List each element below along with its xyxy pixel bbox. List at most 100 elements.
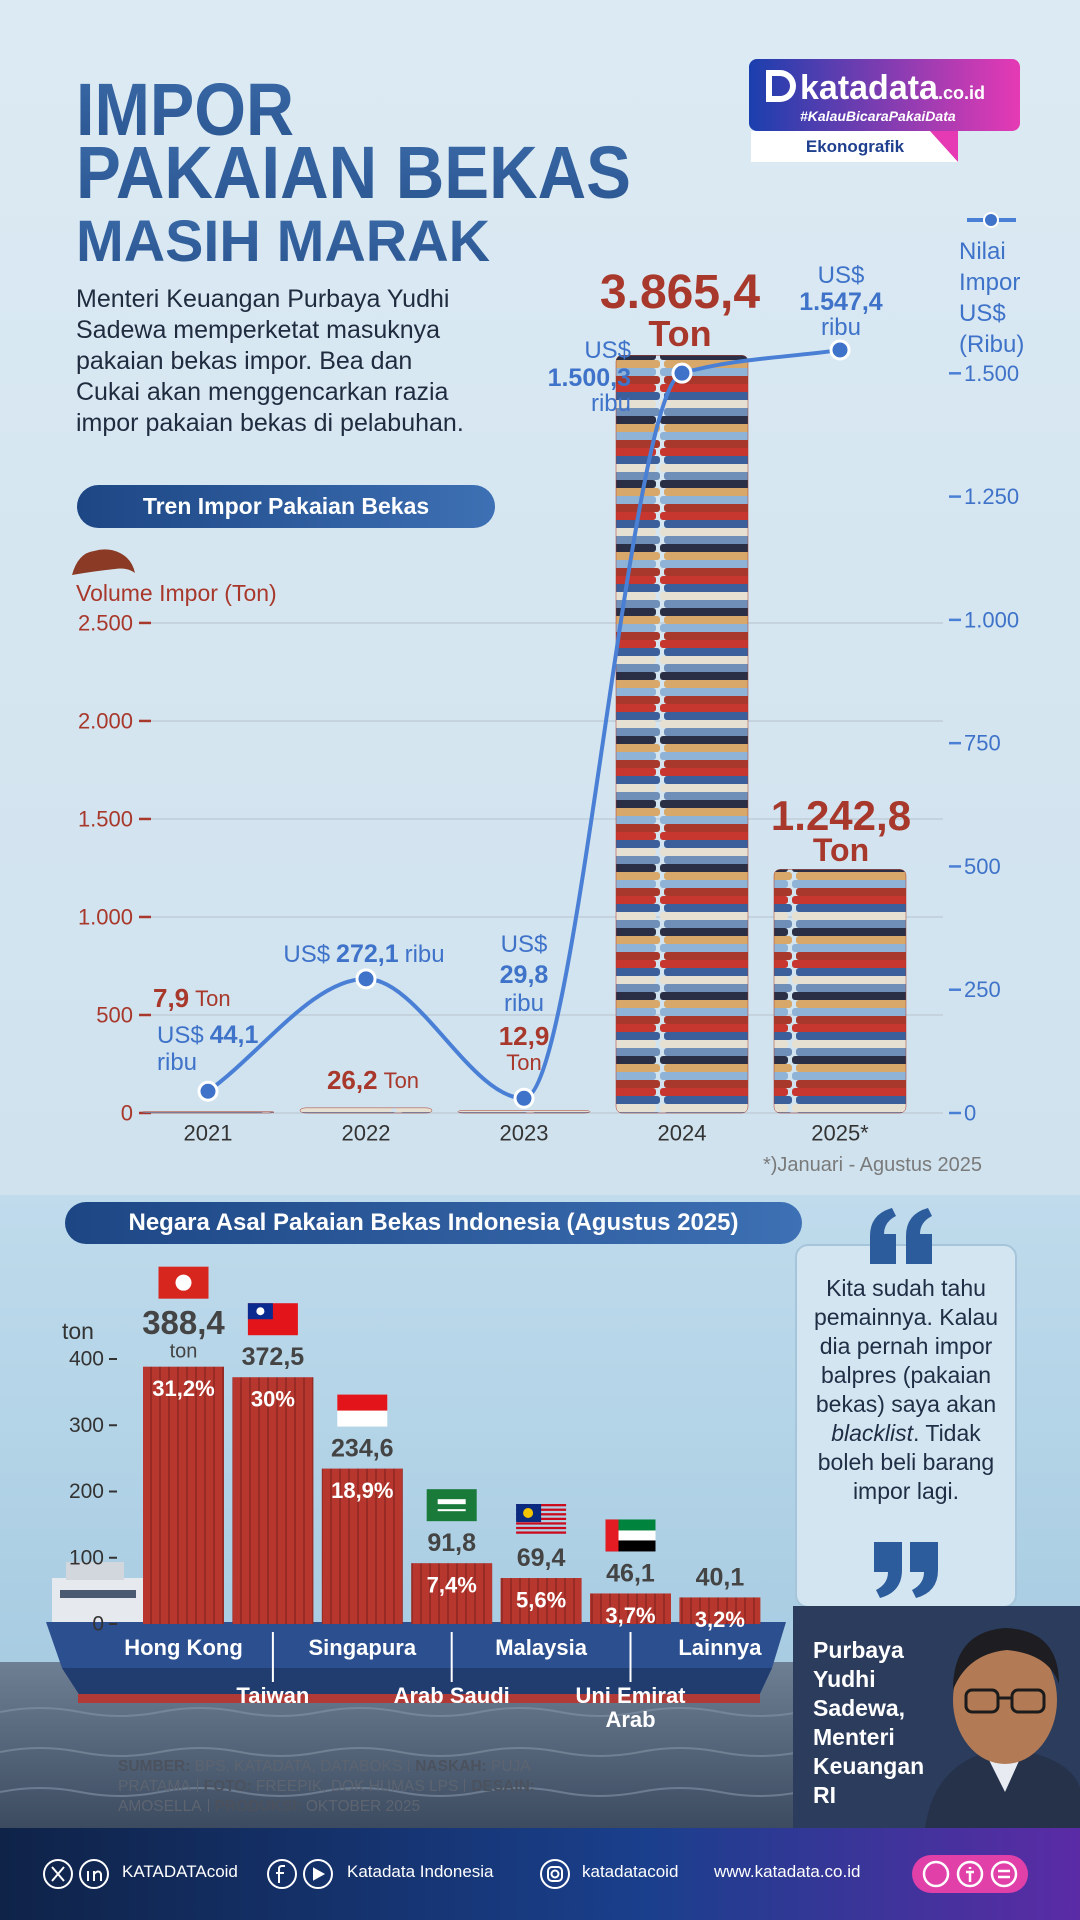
value-label: 234,6 bbox=[331, 1435, 394, 1463]
logo-label: Ekonografik bbox=[806, 137, 905, 156]
ship-bridge-top bbox=[66, 1562, 124, 1580]
footer-link[interactable]: Katadata Indonesia bbox=[347, 1862, 494, 1881]
face bbox=[953, 1636, 1057, 1764]
x-tick-label: 2025* bbox=[811, 1121, 869, 1146]
speaker-photo bbox=[925, 1628, 1080, 1828]
youtube-icon[interactable] bbox=[303, 1859, 333, 1889]
y-tick-label: 1.000 bbox=[78, 904, 133, 929]
line-point bbox=[671, 362, 693, 384]
logo-domain: .co.id bbox=[938, 83, 985, 103]
nd-icon bbox=[990, 1860, 1018, 1888]
suffix-label: ribu bbox=[591, 390, 631, 417]
quote-glyph bbox=[870, 1208, 896, 1264]
bar bbox=[321, 1468, 403, 1624]
prefix-label: US$ bbox=[501, 931, 548, 958]
quote-glyph bbox=[906, 1208, 932, 1264]
waves bbox=[0, 1707, 801, 1797]
footer-icons bbox=[43, 1859, 570, 1889]
lens bbox=[1010, 1688, 1046, 1714]
flag-emblem bbox=[175, 1274, 192, 1291]
value-label: 44,1 bbox=[210, 1021, 259, 1049]
hair bbox=[953, 1628, 1059, 1690]
title-line: MASIH MARAK bbox=[76, 209, 490, 274]
quote-glyph bbox=[874, 1542, 902, 1598]
y2-tick-label: 1.500 bbox=[964, 361, 1019, 386]
value-label: 1.547,4 bbox=[799, 288, 883, 316]
footer-link[interactable]: KATADATAcoid bbox=[122, 1862, 238, 1881]
instagram-icon[interactable] bbox=[540, 1859, 570, 1889]
bar bbox=[143, 1366, 224, 1624]
x-tick-label: Lainnya bbox=[678, 1635, 762, 1660]
ship-waterline bbox=[78, 1694, 760, 1703]
data-label: US$ bbox=[501, 931, 548, 958]
data-label: 7,9 Ton bbox=[153, 983, 231, 1013]
data-label: ribu bbox=[591, 390, 631, 417]
linkedin-icon[interactable] bbox=[79, 1859, 109, 1889]
series-name: Nilai Impor US$ (Ribu) bbox=[959, 238, 1025, 358]
data-label: ribu bbox=[157, 1049, 197, 1076]
flag-sword bbox=[437, 1509, 466, 1512]
glasses bbox=[964, 1688, 1046, 1714]
credit-value: AMOSELLA bbox=[118, 1798, 202, 1815]
youtube-glyph bbox=[313, 1867, 326, 1881]
y-axis-label: ton bbox=[62, 1318, 94, 1344]
flag-icon bbox=[158, 1266, 209, 1299]
prefix-label: US$ bbox=[584, 337, 631, 364]
quote-text: Kita sudah tahu pemainnya. Kalau dia per… bbox=[813, 1275, 999, 1417]
data-label: US$ bbox=[584, 337, 631, 364]
data-label: 12,9 bbox=[499, 1021, 550, 1051]
bar bbox=[299, 1107, 433, 1114]
flag-emblem bbox=[437, 1499, 466, 1505]
bar bbox=[500, 1578, 582, 1624]
flag-icon bbox=[247, 1303, 298, 1336]
separator bbox=[196, 1779, 198, 1792]
license-glyphs bbox=[966, 1867, 1010, 1882]
y2-tick-label: 1.250 bbox=[964, 484, 1019, 509]
quote-glyph bbox=[910, 1542, 938, 1598]
cc-icon bbox=[922, 1860, 950, 1888]
credits: SUMBER: BPS, KATADATA, DATABOKS NASKAH: P… bbox=[118, 1757, 588, 1817]
title: IMPOR PAKAIAN BEKAS MASIH MARAK bbox=[76, 68, 631, 274]
bar bbox=[679, 1597, 761, 1624]
flag-hoist bbox=[605, 1519, 619, 1552]
ship-bridge bbox=[52, 1578, 144, 1624]
y-tick-label: 2.000 bbox=[78, 708, 133, 733]
flag bbox=[426, 1489, 477, 1522]
title-line: IMPOR bbox=[76, 68, 294, 151]
quote-open bbox=[870, 1208, 932, 1264]
separator bbox=[207, 1799, 209, 1812]
unit-label: Ton bbox=[648, 313, 711, 354]
value-label: 1.242,8 bbox=[771, 792, 911, 839]
by-icon bbox=[956, 1860, 984, 1888]
value-label: 272,1 bbox=[336, 940, 399, 968]
share-label: 7,4% bbox=[427, 1573, 477, 1598]
bar bbox=[232, 1377, 314, 1624]
logo-badge bbox=[749, 59, 1020, 131]
line-point bbox=[513, 1087, 535, 1109]
lens bbox=[964, 1688, 1000, 1714]
x-icon[interactable] bbox=[43, 1859, 73, 1889]
y2-tick-label: 500 bbox=[964, 854, 1001, 879]
unit-label: Ton bbox=[506, 1050, 541, 1075]
value-unit: ton bbox=[170, 1341, 198, 1363]
flag-green bbox=[605, 1519, 656, 1531]
data-label: 29,8 bbox=[500, 961, 549, 989]
credit-label: PRODUKSI: bbox=[214, 1798, 302, 1815]
share-label: 31,2% bbox=[152, 1376, 214, 1401]
facebook-icon[interactable] bbox=[267, 1859, 297, 1889]
instagram-glyph bbox=[547, 1866, 563, 1882]
x-tick-label: Malaysia bbox=[495, 1635, 587, 1660]
share-label: 3,7% bbox=[605, 1603, 655, 1628]
footer-link[interactable]: katadatacoid bbox=[582, 1862, 679, 1881]
value-label: 26,2 bbox=[327, 1065, 378, 1095]
footnote: *)Januari - Agustus 2025 bbox=[762, 1154, 982, 1176]
data-label: 26,2 Ton bbox=[327, 1065, 419, 1095]
unit-label: Ton bbox=[384, 1068, 419, 1093]
y2-tick-label: 0 bbox=[964, 1101, 976, 1126]
logo-label-bg bbox=[751, 131, 958, 162]
bar bbox=[411, 1563, 493, 1624]
quote-close bbox=[874, 1542, 938, 1598]
footer-link[interactable]: www.katadata.co.id bbox=[714, 1862, 861, 1881]
ship bbox=[46, 1562, 786, 1703]
